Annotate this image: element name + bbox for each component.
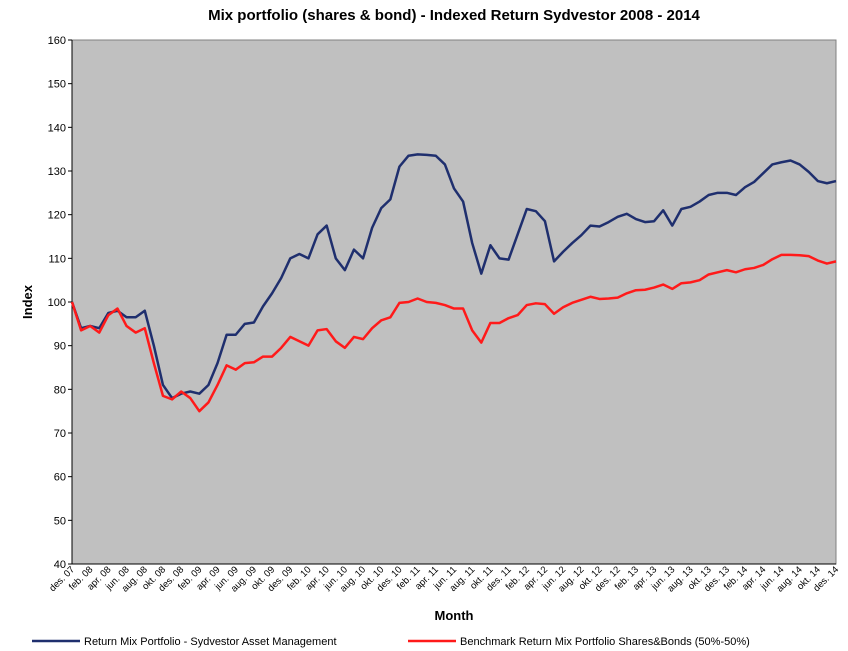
series-line bbox=[70, 153, 837, 400]
y-tick-label: 90 bbox=[54, 341, 66, 353]
series-line bbox=[70, 253, 837, 413]
y-tick-label: 70 bbox=[54, 428, 66, 440]
y-tick-label: 150 bbox=[48, 79, 66, 91]
y-tick-label: 50 bbox=[54, 515, 66, 527]
x-axis-title: Month bbox=[435, 608, 474, 623]
y-tick-label: 60 bbox=[54, 472, 66, 484]
chart-title: Mix portfolio (shares & bond) - Indexed … bbox=[208, 7, 700, 24]
y-tick-label: 160 bbox=[48, 35, 66, 47]
y-tick-label: 120 bbox=[48, 210, 66, 222]
y-axis-title: Index bbox=[20, 284, 35, 319]
y-tick-label: 40 bbox=[54, 559, 66, 571]
y-tick-label: 80 bbox=[54, 384, 66, 396]
y-tick-label: 130 bbox=[48, 166, 66, 178]
y-tick-label: 110 bbox=[48, 253, 66, 265]
y-tick-label: 140 bbox=[48, 122, 66, 134]
plot-area bbox=[71, 39, 837, 565]
legend-label: Benchmark Return Mix Portfolio Shares&Bo… bbox=[460, 636, 750, 648]
y-tick-label: 100 bbox=[48, 297, 66, 309]
legend-label: Return Mix Portfolio - Sydvestor Asset M… bbox=[84, 636, 337, 648]
